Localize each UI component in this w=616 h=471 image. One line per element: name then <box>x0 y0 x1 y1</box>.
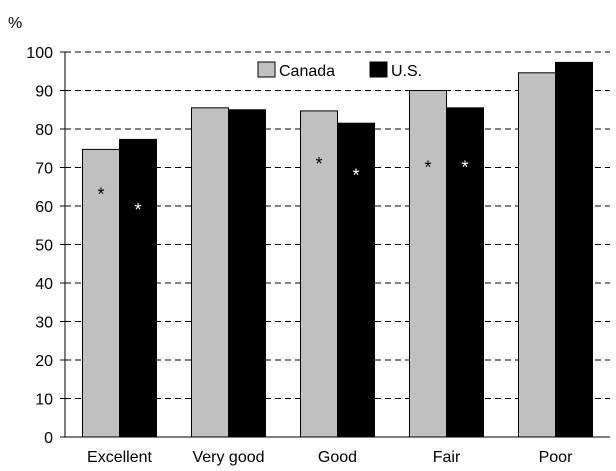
asterisk-annotation-5: * <box>461 158 468 178</box>
bar-us-fair <box>446 107 484 438</box>
x-tick-label-very-good: Very good <box>192 449 264 466</box>
bar-us-very-good <box>228 109 266 438</box>
legend-label-canada: Canada <box>279 63 335 80</box>
asterisk-annotation-1: * <box>134 200 141 220</box>
x-tick-label-excellent: Excellent <box>87 449 152 466</box>
y-tick-label-60: 60 <box>35 199 53 216</box>
y-axis-unit-label: % <box>8 15 22 32</box>
bar-us-poor <box>555 61 593 438</box>
y-tick-label-90: 90 <box>35 84 53 101</box>
legend-label-us: U.S. <box>391 63 422 80</box>
bar-us-excellent <box>119 138 157 438</box>
x-tick-label-fair: Fair <box>433 449 461 466</box>
y-tick-label-40: 40 <box>35 276 53 293</box>
x-tick-label-poor: Poor <box>539 449 573 466</box>
y-tick-label-30: 30 <box>35 315 53 332</box>
y-tick-label-50: 50 <box>35 238 53 255</box>
y-tick-label-70: 70 <box>35 161 53 178</box>
x-tick-label-good: Good <box>318 449 357 466</box>
bar-canada-poor <box>518 72 556 438</box>
asterisk-annotation-0: * <box>97 185 104 205</box>
y-tick-label-20: 20 <box>35 353 53 370</box>
y-tick-label-80: 80 <box>35 122 53 139</box>
legend-swatch-canada <box>257 61 276 78</box>
bar-canada-very-good <box>191 107 229 438</box>
bar-us-good <box>337 122 375 438</box>
y-tick-label-0: 0 <box>44 430 53 447</box>
y-tick-label-10: 10 <box>35 392 53 409</box>
asterisk-annotation-3: * <box>352 165 359 185</box>
asterisk-annotation-4: * <box>424 158 431 178</box>
bar-canada-fair <box>409 90 447 438</box>
asterisk-annotation-2: * <box>315 154 322 174</box>
y-tick-label-100: 100 <box>26 45 53 62</box>
legend-swatch-us <box>369 61 388 78</box>
